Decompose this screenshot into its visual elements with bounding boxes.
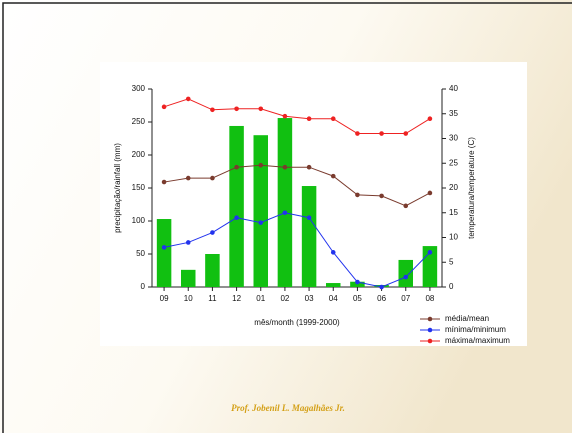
y2-tick-label: 10: [449, 233, 458, 242]
y-axis-label: precipitação/rainfall (mm): [113, 143, 122, 233]
y-tick-label: 200: [132, 150, 146, 159]
bar: [181, 269, 196, 287]
point: [234, 215, 239, 220]
point: [306, 215, 312, 220]
point: [185, 240, 191, 245]
y2-tick-label: 5: [449, 257, 454, 266]
legend-marker: [427, 327, 433, 333]
point: [330, 116, 336, 121]
point: [306, 116, 312, 121]
bar: [253, 135, 268, 287]
point: [210, 107, 215, 113]
point: [330, 250, 336, 255]
x-tick-label: 12: [232, 294, 241, 303]
legend-label: máxima/maximum: [445, 336, 510, 345]
y2-tick-label: 40: [449, 84, 458, 93]
point: [234, 164, 239, 170]
x-tick-label: 04: [329, 294, 338, 303]
y-tick-label: 150: [132, 183, 146, 192]
bar: [156, 219, 172, 287]
x-tick-label: 02: [280, 294, 289, 303]
y-tick-label: 100: [132, 216, 146, 225]
footer: Prof. Jobenil L. Magalhães Jr.: [231, 403, 345, 413]
x-tick-label: 03: [305, 294, 314, 303]
bar: [205, 254, 220, 287]
point: [234, 106, 239, 112]
point: [185, 96, 191, 102]
point: [403, 131, 409, 136]
y2-tick-label: 0: [449, 282, 454, 291]
point: [306, 164, 312, 170]
bar: [229, 125, 244, 288]
x-tick-label: 05: [353, 294, 362, 303]
legend-marker: [427, 316, 433, 322]
point: [161, 179, 167, 185]
y2-tick-label: 20: [449, 183, 458, 192]
point: [427, 250, 433, 255]
point: [258, 106, 264, 112]
point: [403, 203, 409, 209]
point: [282, 113, 288, 119]
point: [161, 104, 167, 110]
point: [355, 279, 360, 285]
point: [330, 173, 336, 179]
bar: [398, 259, 413, 287]
point: [427, 116, 433, 121]
legend-label: mínima/minimum: [445, 325, 506, 334]
point: [403, 274, 409, 280]
y2-axis-label: temperatura/temperature (C): [467, 137, 476, 239]
line: [163, 98, 431, 135]
y-tick-label: 300: [132, 84, 146, 93]
bar: [326, 283, 341, 287]
point: [282, 164, 288, 170]
x-tick-label: 09: [160, 294, 169, 303]
y2-tick-label: 25: [449, 158, 458, 167]
legend-marker: [427, 338, 433, 344]
y-tick-label: 0: [141, 282, 146, 291]
x-tick-label: 10: [184, 294, 193, 303]
point: [185, 175, 191, 181]
point: [258, 162, 264, 168]
point: [379, 131, 384, 136]
point: [161, 245, 167, 250]
x-tick-label: 01: [256, 294, 265, 303]
point: [379, 284, 384, 290]
x-tick-label: 07: [401, 294, 410, 303]
x-tick-label: 11: [208, 294, 217, 303]
legend-label: média/mean: [445, 314, 489, 323]
y2-tick-label: 30: [449, 134, 458, 143]
y2-tick-label: 15: [449, 208, 458, 217]
x-tick-label: 06: [377, 294, 386, 303]
bar: [301, 186, 317, 287]
y2-tick-label: 35: [449, 109, 458, 118]
point: [355, 131, 360, 136]
bar: [350, 281, 365, 287]
y-tick-label: 250: [132, 117, 146, 126]
point: [258, 220, 264, 225]
y-tick-label: 50: [136, 249, 145, 258]
line: [163, 212, 431, 288]
point: [427, 190, 433, 196]
bar: [277, 118, 293, 287]
point: [282, 210, 288, 216]
line: [164, 164, 431, 207]
point: [355, 192, 360, 198]
x-axis-label: mês/month (1999-2000): [254, 318, 340, 327]
point: [379, 193, 384, 199]
point: [210, 230, 215, 235]
point: [210, 175, 215, 181]
x-tick-label: 08: [425, 294, 434, 303]
